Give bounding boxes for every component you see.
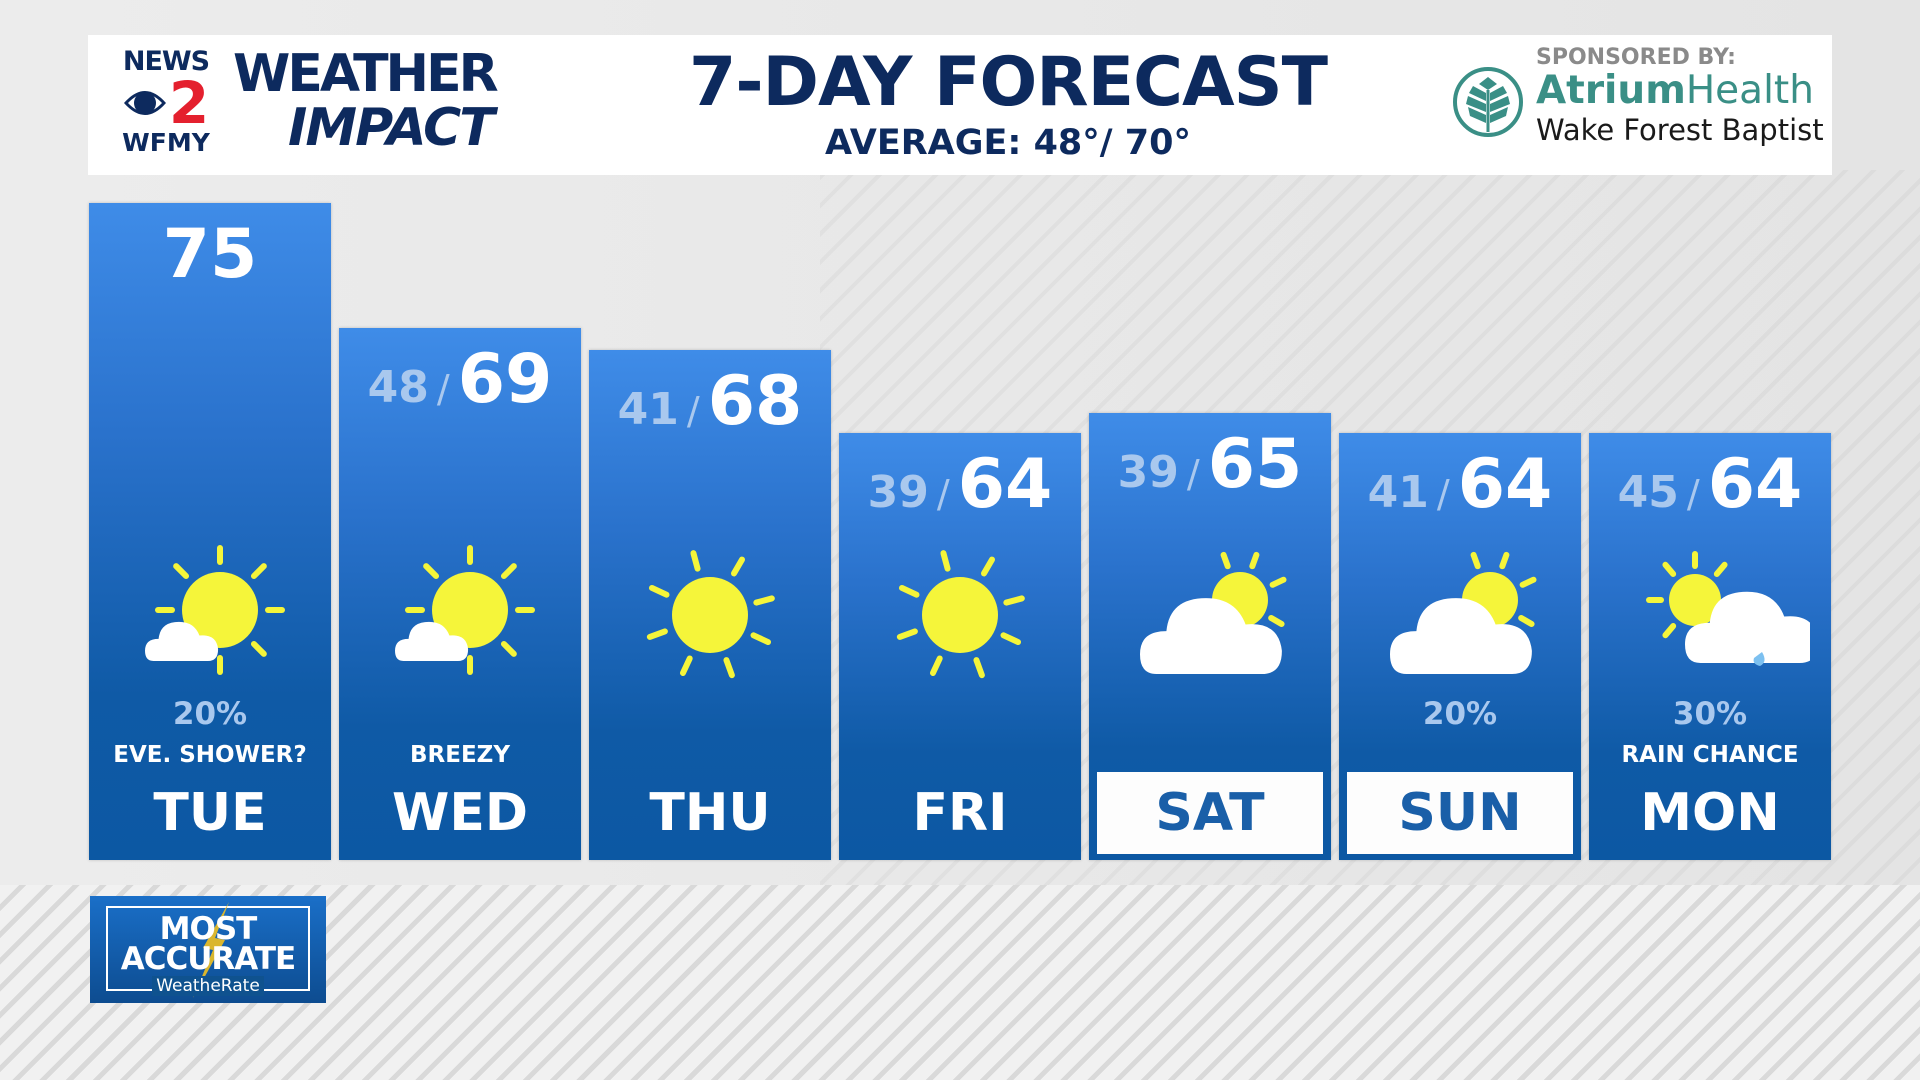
header-bar: NEWS 2 WFMY WEATHER IMPACT 7-DAY FORECAS… xyxy=(88,35,1832,175)
sponsor-subname: Wake Forest Baptist xyxy=(1536,113,1824,147)
day-column-wed: 48/69 BREEZY WED xyxy=(339,328,581,860)
day-label: MON xyxy=(1640,783,1780,843)
day-column-mon: 45/64 30% RAIN CHANCE MON xyxy=(1589,433,1831,860)
mostly-cloudy-icon xyxy=(1390,551,1537,674)
sunny-icon xyxy=(646,550,775,679)
brand-line2: IMPACT xyxy=(288,98,495,158)
high-temp: 64 xyxy=(957,445,1053,524)
temps: 48/69 xyxy=(339,340,581,419)
high-temp: 75 xyxy=(162,215,258,294)
badge-title: MOST ACCURATE xyxy=(90,911,326,977)
cloudy-rain-icon xyxy=(1646,551,1810,666)
day-label: THU xyxy=(649,783,771,843)
low-temp: 41 xyxy=(617,384,679,435)
day-column-sun: 41/64 20% SUN xyxy=(1339,433,1581,860)
condition-text: BREEZY xyxy=(410,742,510,768)
condition-text: EVE. SHOWER? xyxy=(113,742,307,768)
temps: 39/65 xyxy=(1089,425,1331,504)
day-label: TUE xyxy=(153,783,267,843)
day-label: SAT xyxy=(1097,772,1323,854)
high-temp: 64 xyxy=(1457,445,1553,524)
day-label: SUN xyxy=(1347,772,1573,854)
day-column-thu: 41/68 THU xyxy=(589,350,831,860)
temps: 39/64 xyxy=(839,445,1081,524)
atrium-leaf-icon xyxy=(1453,67,1523,137)
average-temps: AVERAGE: 48°/ 70° xyxy=(825,123,1191,163)
brand-line1: WEATHER xyxy=(233,44,499,104)
sponsor-label: SPONSORED BY: xyxy=(1536,45,1736,70)
high-temp: 64 xyxy=(1707,445,1803,524)
station-number: 2 xyxy=(168,69,210,137)
sponsor-name: AtriumHealth xyxy=(1536,69,1814,113)
precip-chance: 30% xyxy=(1672,696,1748,732)
temp-separator: / xyxy=(686,389,700,433)
temps: 41/64 xyxy=(1339,445,1581,524)
temp-separator: / xyxy=(1436,472,1450,516)
weather-impact-logo: WEATHER IMPACT xyxy=(233,44,499,158)
low-temp: 45 xyxy=(1617,467,1679,518)
temps: 75 xyxy=(89,215,331,294)
station-logo-top: NEWS xyxy=(122,46,210,77)
low-temp: 39 xyxy=(1117,447,1179,498)
day-label: WED xyxy=(391,783,529,843)
temps: 45/64 xyxy=(1589,445,1831,524)
most-accurate-badge: MOST ACCURATE WeatheRate xyxy=(90,896,326,1003)
high-temp: 65 xyxy=(1207,425,1303,504)
precip-chance: 20% xyxy=(172,696,248,732)
temp-separator: / xyxy=(1186,452,1200,496)
sunny-icon xyxy=(896,550,1025,679)
day-label: FRI xyxy=(912,783,1008,843)
temp-separator: / xyxy=(936,472,950,516)
mostly-cloudy-icon xyxy=(1140,551,1287,674)
station-logo: NEWS 2 WFMY xyxy=(116,47,216,157)
sponsor-name-bold: Atrium xyxy=(1536,68,1686,113)
low-temp: 41 xyxy=(1367,467,1429,518)
high-temp: 68 xyxy=(707,362,803,441)
badge-line2: ACCURATE xyxy=(120,941,296,977)
cbs-eye-icon xyxy=(123,91,166,115)
temp-separator: / xyxy=(436,367,450,411)
day-column-fri: 39/64 FRI xyxy=(839,433,1081,860)
station-call-sign: WFMY xyxy=(122,128,210,157)
partly-sunny-icon xyxy=(395,545,535,675)
day-column-sat: 39/65 SAT xyxy=(1089,413,1331,860)
day-column-tue: 75 20% EVE. SHOWER? TUE xyxy=(89,203,331,860)
partly-sunny-icon xyxy=(145,545,285,675)
temp-separator: / xyxy=(1686,472,1700,516)
badge-line1: MOST xyxy=(159,911,258,947)
precip-chance: 20% xyxy=(1422,696,1498,732)
temps: 41/68 xyxy=(589,362,831,441)
sponsor-name-light: Health xyxy=(1685,68,1814,113)
condition-text: RAIN CHANCE xyxy=(1621,742,1799,768)
badge-line3: WeatheRate xyxy=(152,976,264,996)
page-title: 7-DAY FORECAST xyxy=(689,43,1328,122)
low-temp: 48 xyxy=(367,362,429,413)
high-temp: 69 xyxy=(457,340,553,419)
badge-subtitle: WeatheRate xyxy=(90,976,326,996)
low-temp: 39 xyxy=(867,467,929,518)
